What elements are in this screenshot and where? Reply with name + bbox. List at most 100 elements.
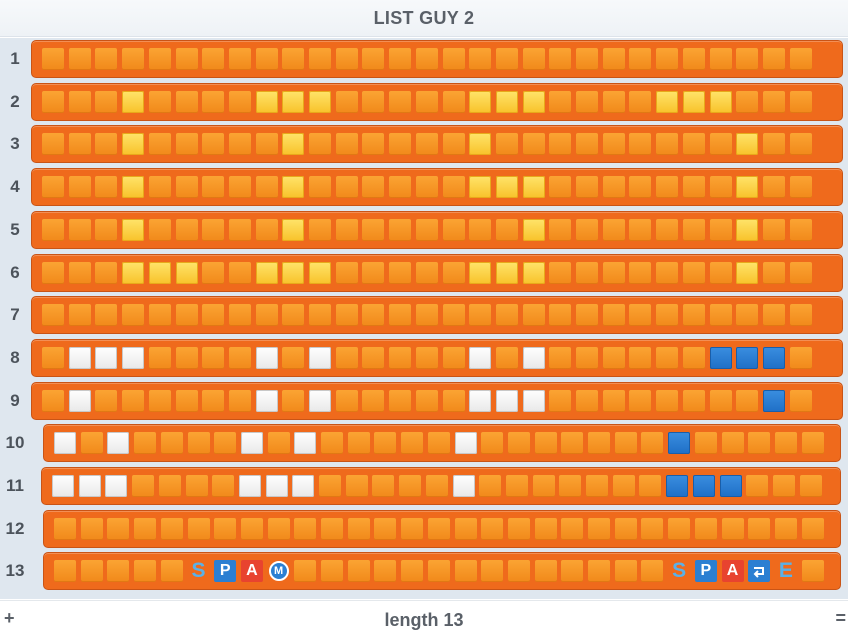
cell-empty [641,517,664,540]
cell-empty [255,176,278,199]
cell-empty [401,517,424,540]
cell-empty [442,346,465,369]
cell-white [68,389,91,412]
cell-empty [656,389,679,412]
cell-empty [442,304,465,327]
cell-empty [95,218,118,241]
cell-yellow [736,218,759,241]
cell-empty [415,133,438,156]
cell-empty [255,304,278,327]
list-row-6[interactable] [31,253,843,292]
cell-empty [228,133,251,156]
cell-empty [495,346,518,369]
cell-empty [95,133,118,156]
cell-empty [799,475,822,497]
letter-p: P [694,560,717,583]
cell-empty [602,389,625,412]
list-row-11[interactable] [41,467,841,505]
list-row-9[interactable] [31,381,843,420]
cell-empty [721,517,744,540]
row-number: 13 [5,561,25,581]
cell-empty [522,48,545,70]
cell-empty [588,560,610,583]
cell-empty [202,133,225,156]
cell-empty [95,304,118,327]
cell-empty [507,432,530,455]
cell-yellow [682,90,705,113]
cell-empty [576,90,598,113]
cell-empty [736,389,759,412]
cell-empty [335,90,358,113]
list-row-5[interactable] [31,210,843,249]
cell-empty [228,90,251,113]
cell-empty [602,261,625,284]
cell-white [52,475,74,497]
cell-yellow [122,261,145,284]
cell-empty [682,133,705,156]
cell-empty [549,346,572,369]
cell-white [255,389,278,412]
menu-button[interactable]: = [835,608,846,628]
cell-yellow [469,133,492,156]
cell-empty [495,218,518,241]
cell-empty [42,48,64,70]
list-row-10[interactable] [43,424,841,463]
cell-empty [576,304,598,327]
cell-empty [629,133,652,156]
cell-empty [495,133,518,156]
list-row-12[interactable] [43,509,841,548]
cell-yellow [282,176,305,199]
cell-empty [80,517,103,540]
cell-empty [212,475,235,497]
cell-empty [614,432,637,455]
cell-empty [656,304,679,327]
cell-empty [321,517,343,540]
cell-empty [507,517,530,540]
cell-empty [134,432,157,455]
cell-white [522,346,545,369]
cell-empty [415,346,438,369]
list-row-1[interactable] [31,40,843,78]
cell-empty [576,346,598,369]
cell-empty [362,346,385,369]
cell-empty [228,218,251,241]
row-number: 11 [6,476,24,495]
cell-empty [95,261,118,284]
list-row-2[interactable] [31,82,843,121]
cell-empty [746,475,769,497]
cell-empty [789,133,812,156]
cell-white [452,475,475,497]
cell-empty [335,304,358,327]
cell-empty [42,346,64,369]
cell-empty [214,432,237,455]
cell-empty [748,517,771,540]
cell-empty [42,218,64,241]
cell-empty [134,560,157,583]
cell-empty [801,432,824,455]
add-item-button[interactable]: + [4,608,15,628]
cell-empty [789,389,812,412]
cell-empty [122,389,145,412]
cell-empty [614,517,637,540]
cell-empty [95,48,118,70]
cell-empty [68,304,91,327]
cell-empty [228,304,251,327]
cell-blue [709,346,732,369]
cell-empty [721,432,744,455]
list-row-7[interactable] [31,296,843,335]
cell-yellow [122,90,145,113]
cell-empty [549,389,572,412]
list-row-4[interactable] [31,168,843,207]
cell-empty [682,218,705,241]
cell-empty [335,261,358,284]
cell-empty [549,176,572,199]
cell-empty [362,261,385,284]
cell-empty [80,432,103,455]
cell-blue [668,432,691,455]
list-row-8[interactable] [31,338,843,377]
list-row-3[interactable] [31,125,843,164]
cell-empty [479,475,502,497]
cell-empty [442,389,465,412]
